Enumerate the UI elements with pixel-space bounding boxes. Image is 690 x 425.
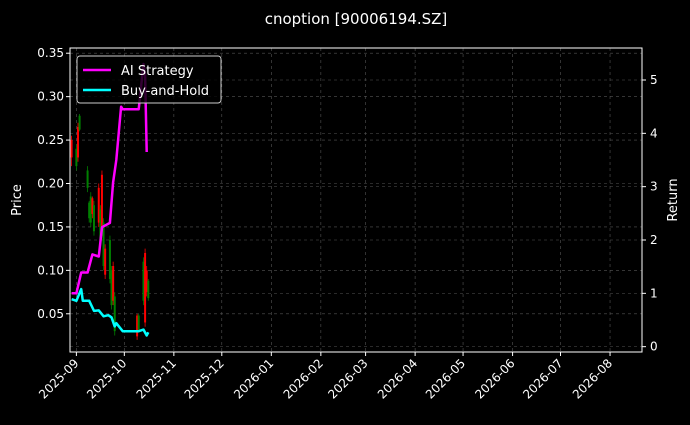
- candle-body: [99, 209, 102, 240]
- y-tick-right-label: 0: [650, 340, 658, 354]
- legend: AI Strategy Buy-and-Hold: [76, 55, 222, 104]
- y-tick-left-label: 0.35: [37, 46, 64, 60]
- candle-body: [86, 170, 89, 188]
- y-tick-left-label: 0.20: [37, 176, 64, 190]
- candle-body: [70, 140, 73, 158]
- candle-body: [112, 266, 115, 301]
- candle-body: [142, 261, 145, 301]
- legend-label-buy-and-hold: Buy-and-Hold: [121, 84, 209, 99]
- y-tick-left-label: 0.30: [37, 90, 64, 104]
- candle-body: [104, 248, 107, 275]
- y-axis-left-label: Price: [10, 184, 25, 216]
- y-tick-right-label: 4: [650, 126, 658, 140]
- candle-body: [75, 148, 78, 167]
- candle-body: [78, 115, 81, 130]
- candle-body: [92, 205, 95, 232]
- y-axis-right: 0 1 2 3 4 5: [642, 73, 658, 354]
- candle-body: [89, 196, 92, 223]
- y-tick-left-label: 0.10: [37, 263, 64, 277]
- candle-body: [113, 296, 116, 332]
- y-tick-left-label: 0.05: [37, 307, 64, 321]
- candle-body: [144, 252, 147, 323]
- candle-body: [100, 174, 103, 232]
- plot-frame: [69, 47, 643, 353]
- legend-label-ai-strategy: AI Strategy: [121, 64, 194, 79]
- y-tick-right-label: 2: [650, 233, 658, 247]
- candlesticks: [70, 114, 150, 340]
- y-tick-right-label: 5: [650, 73, 658, 87]
- y-axis-left: 0.05 0.10 0.15 0.20 0.25 0.30 0.35: [37, 46, 70, 321]
- candle-body: [137, 315, 140, 330]
- candle-body: [110, 270, 113, 306]
- candle-body: [108, 239, 111, 280]
- candle-body: [147, 280, 150, 299]
- candle-body: [145, 270, 148, 293]
- chart-title: cnoption [90006194.SZ]: [265, 10, 448, 28]
- candle-body: [76, 127, 79, 158]
- candle-body: [91, 198, 94, 214]
- candle-body: [102, 222, 105, 267]
- legend-box: [76, 55, 222, 104]
- y-axis-right-label: Return: [666, 178, 681, 221]
- candle-body: [97, 187, 100, 223]
- y-tick-right-label: 1: [650, 286, 658, 300]
- candle-body: [136, 315, 139, 337]
- y-tick-left-label: 0.15: [37, 220, 64, 234]
- candle-body: [88, 202, 91, 219]
- y-tick-left-label: 0.25: [37, 133, 64, 147]
- buy-and-hold-line: [71, 287, 150, 337]
- y-tick-right-label: 3: [650, 180, 658, 194]
